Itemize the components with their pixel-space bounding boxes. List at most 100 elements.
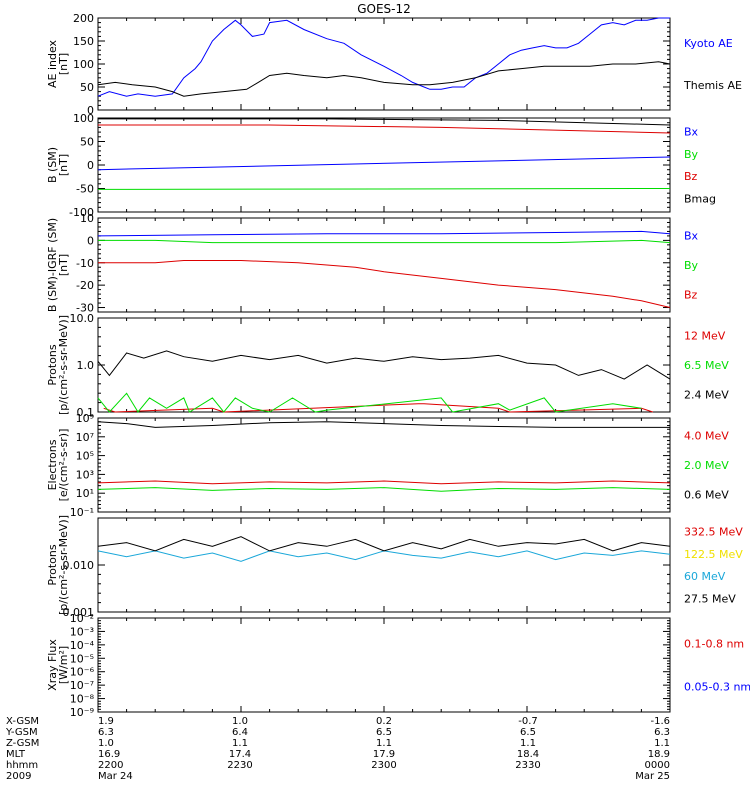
footer-row-label: MLT: [6, 749, 26, 760]
footer-value: 1.1: [520, 738, 536, 749]
panel-frame: [97, 617, 671, 713]
y-tick-label: -50: [76, 183, 94, 196]
series-line-12-mev: [103, 403, 653, 413]
legend-entry: Bz: [684, 170, 698, 183]
y-tick-label: 0.1: [77, 406, 95, 419]
footer-row-label: Z-GSM: [6, 738, 39, 749]
y-tick-label: 100: [73, 112, 94, 125]
footer-row-label: Y-GSM: [5, 727, 38, 738]
footer-value: 6.5: [376, 727, 392, 738]
y-tick-label: 10⁻¹: [70, 506, 94, 519]
y-tick-label: 10⁵: [76, 450, 94, 463]
series-line-bmag: [98, 118, 671, 126]
footer-value: 2200: [98, 760, 123, 771]
series-line-2.4-mev: [97, 350, 671, 380]
y-tick-label: 10⁻⁵: [70, 652, 94, 665]
footer-value: 0000: [645, 760, 670, 771]
legend-entry: 0.05-0.3 nm: [684, 680, 750, 693]
y-tick-label: 0: [87, 159, 94, 172]
y-tick-label: -20: [76, 279, 94, 292]
chart-title: GOES-12: [357, 2, 411, 16]
y-tick-label: 50: [80, 81, 94, 94]
legend-entry: 4.0 MeV: [684, 430, 729, 443]
series-line-by: [98, 239, 671, 244]
y-tick-label: 200: [73, 12, 94, 25]
legend-entry: By: [684, 148, 699, 161]
series-line-bx: [97, 156, 671, 171]
y-tick-label: 100: [73, 58, 94, 71]
y-tick-label: 10⁹: [76, 412, 94, 425]
footer-value: 1.0: [232, 716, 248, 727]
footer-value: 0.2: [376, 716, 392, 727]
series-line-6.5-mev: [97, 392, 642, 413]
legend-entry: Bx: [684, 230, 699, 243]
legend-entry: By: [684, 259, 699, 272]
footer-value: 17.4: [229, 749, 251, 760]
y-tick-label: 0.010: [63, 559, 95, 572]
y-tick-label: 10⁻⁹: [70, 706, 94, 719]
footer-value: 1.1: [376, 738, 392, 749]
y-tick-label: 50: [80, 136, 94, 149]
y-tick-label: 10: [80, 212, 94, 225]
y-axis-label: AE index[nT]: [46, 39, 70, 88]
y-axis-label: Protons[p/(cm²-s-sr-MeV)]: [46, 315, 70, 415]
y-tick-label: 10⁷: [76, 431, 94, 444]
series-line-by: [97, 188, 671, 190]
legend-entry: 60 MeV: [684, 570, 726, 583]
footer-value: 2300: [371, 760, 396, 771]
footer-row-label: hhmm: [6, 760, 38, 771]
y-tick-label: 10⁻⁴: [70, 639, 95, 652]
series-line-4.0-mev: [97, 480, 671, 485]
y-tick-label: 10¹: [76, 487, 94, 500]
footer-value: 1.0: [98, 738, 114, 749]
legend-entry: 12 MeV: [684, 330, 726, 343]
footer-value: Mar 24: [98, 771, 133, 782]
y-tick-label: 0: [87, 234, 94, 247]
legend-entry: 2.0 MeV: [684, 459, 729, 472]
series-line-bz: [98, 124, 671, 134]
y-tick-label: 150: [73, 35, 94, 48]
footer-value: 6.3: [654, 727, 670, 738]
y-tick-label: 10⁻⁷: [70, 679, 94, 692]
y-tick-label: 10⁻³: [70, 625, 94, 638]
series-line-0.6-mev: [97, 421, 670, 428]
panel-frame: [97, 517, 671, 613]
y-tick-label: 10⁻²: [70, 612, 94, 625]
footer-value: 2330: [515, 760, 540, 771]
footer-value: 16.9: [98, 749, 120, 760]
legend-entry: Themis AE: [683, 79, 742, 92]
legend-entry: 0.6 MeV: [684, 488, 729, 501]
series-line-kyoto-ae: [97, 17, 670, 97]
series-line-2.0-mev: [97, 487, 671, 492]
legend-entry: 122.5 MeV: [684, 548, 743, 561]
footer-value: -1.6: [650, 716, 670, 727]
y-tick-label: -100: [69, 206, 94, 219]
footer-value: 1.1: [232, 738, 248, 749]
y-tick-label: 0: [87, 104, 94, 117]
y-axis-label: B (SM)-IGRF (SM)[nT]: [46, 218, 70, 312]
footer-value: 18.4: [517, 749, 539, 760]
y-axis-label: Protons[p/(cm²-s-sr-MeV)]: [46, 515, 70, 615]
legend-entry: Bz: [684, 288, 698, 301]
legend-entry: 0.1-0.8 nm: [684, 638, 744, 651]
legend-entry: 2.4 MeV: [684, 388, 729, 401]
y-tick-label: -30: [76, 302, 94, 315]
footer-value: 17.9: [373, 749, 395, 760]
footer-value: -0.7: [518, 716, 538, 727]
footer-row-label: 2009: [6, 771, 31, 782]
footer-value: 6.5: [520, 727, 536, 738]
legend-entry: 332.5 MeV: [684, 525, 743, 538]
panel-frame: [97, 417, 671, 513]
footer-value: 6.4: [232, 727, 248, 738]
y-axis-label: Electrons[e/(cm²-s-sr)]: [46, 429, 70, 502]
y-tick-label: 1.0: [77, 359, 95, 372]
legend-entry: 6.5 MeV: [684, 359, 729, 372]
footer-value: 1.9: [98, 716, 114, 727]
y-tick-label: 10⁻⁸: [70, 693, 95, 706]
footer-value: Mar 25: [635, 771, 670, 782]
series-line-bx: [97, 230, 671, 237]
legend-entry: Kyoto AE: [684, 37, 733, 50]
series-line-themis-ae: [97, 61, 671, 97]
legend-entry: Bmag: [684, 193, 716, 206]
